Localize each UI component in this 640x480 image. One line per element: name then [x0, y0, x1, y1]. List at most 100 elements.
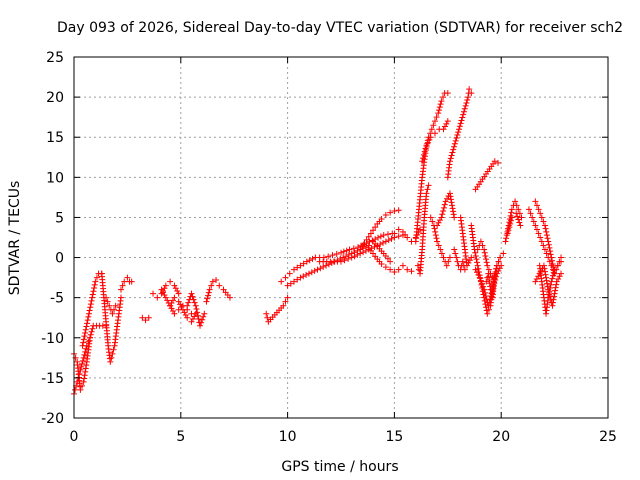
- data-point: [184, 302, 191, 309]
- data-point: [82, 326, 89, 333]
- data-point: [150, 290, 157, 297]
- data-point: [555, 275, 562, 282]
- data-point: [395, 233, 402, 240]
- data-point: [508, 209, 515, 216]
- data-point: [548, 278, 555, 285]
- data-point: [92, 278, 99, 285]
- data-point: [549, 275, 556, 282]
- data-point: [199, 316, 206, 323]
- data-point: [502, 238, 509, 245]
- data-point: [498, 262, 505, 269]
- data-point: [483, 256, 490, 263]
- data-point: [545, 294, 552, 301]
- data-point: [142, 317, 149, 324]
- data-point: [284, 282, 291, 289]
- data-point: [391, 208, 398, 215]
- data-point: [340, 254, 347, 261]
- data-point: [537, 210, 544, 217]
- data-point: [110, 346, 117, 353]
- grid-lines: [74, 57, 608, 418]
- data-point: [188, 290, 195, 297]
- data-point: [201, 310, 208, 317]
- data-point: [513, 210, 520, 217]
- data-point: [286, 270, 293, 277]
- data-point: [503, 235, 510, 242]
- data-point: [161, 291, 168, 298]
- data-point: [435, 107, 442, 114]
- data-point: [553, 281, 560, 288]
- data-point: [82, 365, 89, 372]
- data-point: [83, 362, 90, 369]
- data-point: [508, 217, 515, 224]
- data-point: [447, 155, 454, 162]
- data-point: [384, 231, 391, 238]
- data-point: [440, 208, 447, 215]
- data-point: [485, 302, 492, 309]
- data-point: [359, 243, 366, 250]
- data-point: [477, 277, 484, 284]
- data-point: [444, 118, 451, 125]
- data-point: [496, 265, 503, 272]
- data-point: [558, 258, 565, 265]
- data-point: [515, 216, 522, 223]
- data-point: [191, 313, 198, 320]
- y-axis-label: SDTVAR / TECUs: [7, 181, 23, 296]
- data-point: [404, 266, 411, 273]
- data-point: [297, 274, 304, 281]
- data-point: [549, 257, 556, 264]
- data-point: [106, 302, 113, 309]
- data-point: [452, 137, 459, 144]
- data-point: [443, 120, 450, 127]
- data-point: [305, 270, 312, 277]
- data-point: [294, 276, 301, 283]
- data-point: [300, 260, 307, 267]
- data-point: [194, 312, 201, 319]
- data-point: [444, 195, 451, 202]
- data-point: [435, 110, 442, 117]
- data-point: [369, 237, 376, 244]
- data-point: [432, 228, 439, 235]
- data-point: [399, 262, 406, 269]
- data-point: [87, 331, 94, 338]
- data-point: [82, 329, 89, 336]
- data-point: [350, 245, 357, 252]
- data-point: [478, 280, 485, 287]
- data-point: [294, 264, 301, 271]
- data-point: [341, 257, 348, 264]
- data-point: [538, 238, 545, 245]
- data-point: [491, 158, 498, 165]
- data-point: [193, 306, 200, 313]
- data-point: [391, 268, 398, 275]
- data-point: [91, 285, 98, 292]
- data-point: [86, 307, 93, 314]
- data-point: [461, 266, 468, 273]
- data-point: [387, 258, 394, 265]
- data-point: [452, 250, 459, 257]
- data-point: [79, 382, 86, 389]
- data-point: [443, 262, 450, 269]
- x-tick-labels: 0 5 10 15 20 25: [70, 429, 617, 445]
- data-point: [441, 201, 448, 208]
- data-point: [333, 250, 340, 257]
- data-point: [434, 222, 441, 229]
- data-point: [175, 298, 182, 305]
- data-point: [543, 274, 550, 281]
- data-point: [200, 313, 207, 320]
- data-point: [85, 310, 92, 317]
- data-point: [408, 268, 415, 275]
- data-point: [280, 302, 287, 309]
- data-point: [456, 123, 463, 130]
- data-point: [284, 294, 291, 301]
- y-tick-label: -10: [41, 331, 64, 347]
- data-point: [89, 325, 96, 332]
- data-point: [506, 224, 513, 231]
- data-point: [435, 242, 442, 249]
- data-point: [495, 267, 502, 274]
- data-point: [430, 122, 437, 129]
- y-tick-labels: -20 -15 -10 -5 0 5 10 15 20 25: [41, 50, 64, 427]
- data-point: [171, 282, 178, 289]
- data-point: [466, 257, 473, 264]
- data-point: [547, 251, 554, 258]
- data-point: [424, 139, 431, 146]
- data-point: [554, 262, 561, 269]
